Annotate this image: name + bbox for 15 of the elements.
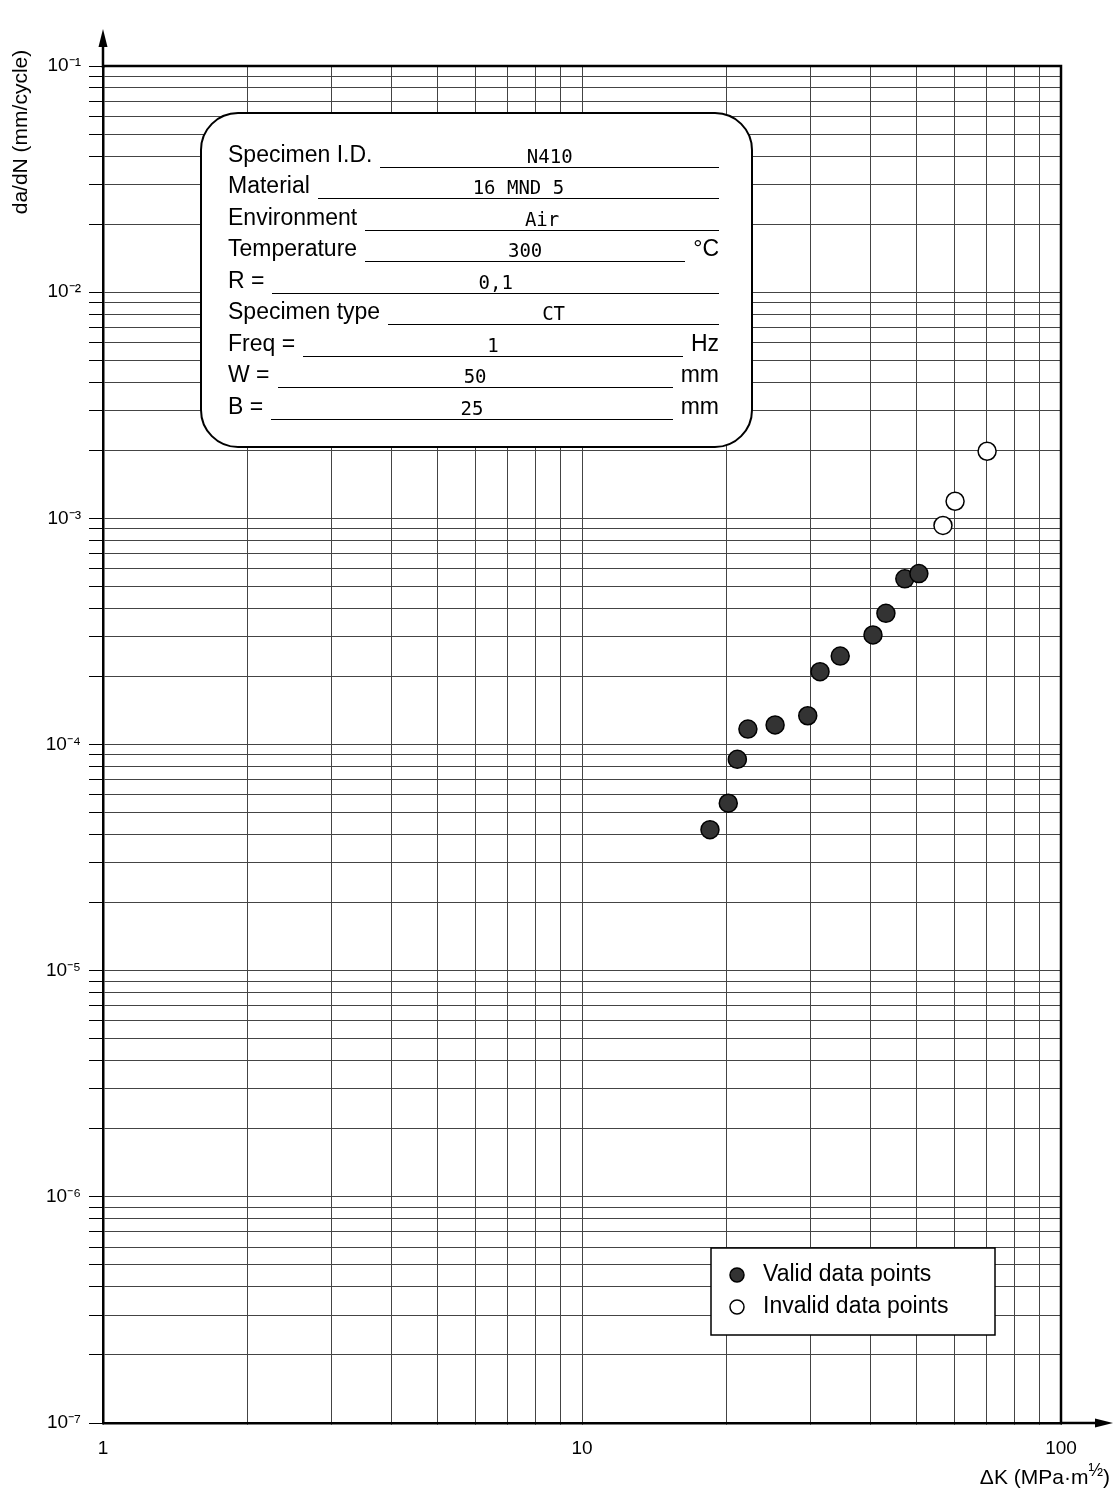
y-tick-label: 10⁻⁴: [45, 732, 81, 754]
legend-label: Invalid data points: [763, 1292, 949, 1319]
info-card: Specimen I.D. N410 Material 16 MND 5 Environment Air Temperature 300 °C R = 0,1 Specimen type CT Freq = 1 Hz W = 50 mm B = 25 mm: [200, 112, 753, 448]
legend-label: Valid data points: [763, 1260, 932, 1287]
y-tick-label: 10⁻⁷: [46, 1411, 82, 1433]
y-tick-label: 10⁻⁶: [46, 1185, 81, 1207]
x-tick-label: 1: [97, 1436, 109, 1458]
y-tick-label: 10⁻¹: [47, 54, 81, 76]
y-tick-label: 10⁻²: [47, 280, 81, 302]
y-tick-label: 10⁻³: [47, 506, 81, 528]
y-axis-title: da/dN (mm/cycle): [8, 48, 32, 217]
x-tick-label: 100: [1045, 1436, 1077, 1458]
x-tick-label: 10: [571, 1436, 593, 1458]
x-axis-title: ΔK (MPa·m$^{½}$): [979, 1460, 1110, 1489]
y-tick-label: 10⁻⁵: [45, 958, 81, 980]
